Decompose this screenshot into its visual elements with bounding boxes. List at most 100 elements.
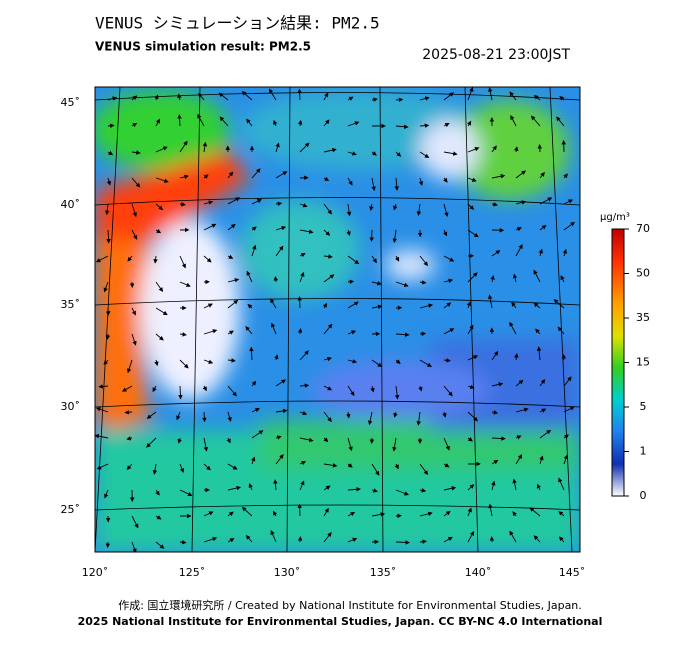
- wind-arrow: [443, 536, 453, 543]
- wind-arrow: [443, 177, 448, 183]
- wind-arrow: [467, 437, 473, 442]
- wind-arrow: [371, 281, 382, 286]
- wind-arrow: [179, 174, 189, 180]
- wind-arrow: [155, 146, 168, 153]
- lat-label: 40˚: [61, 198, 81, 211]
- wind-arrow: [536, 346, 542, 361]
- wind-arrow: [299, 461, 307, 466]
- wind-arrow: [272, 510, 278, 517]
- wind-arrow: [393, 411, 398, 418]
- wind-arrow: [347, 177, 353, 186]
- wind-arrow: [539, 429, 552, 439]
- wind-arrow: [247, 303, 253, 309]
- wind-arrow: [443, 229, 448, 237]
- wind-arrow: [241, 90, 253, 101]
- wind-arrow: [323, 411, 332, 423]
- wind-arrow: [299, 350, 309, 361]
- wind-arrow: [227, 254, 234, 259]
- wind-arrow: [299, 410, 308, 416]
- wind-arrow: [371, 304, 383, 310]
- wind-arrow: [487, 294, 493, 309]
- wind-arrow: [227, 358, 236, 363]
- wind-arrow: [491, 459, 499, 465]
- wind-arrow: [203, 200, 214, 205]
- lon-labels: 120˚ 125˚ 130˚ 135˚ 140˚ 145˚: [82, 566, 586, 579]
- wind-arrow: [203, 174, 209, 179]
- wind-arrow: [219, 116, 229, 127]
- colorbar-tick-label: 0: [640, 489, 647, 502]
- colorbar-tick-label: 1: [640, 445, 647, 458]
- wind-arrow: [197, 113, 205, 127]
- credit: 作成: 国立環境研究所 / Created by National Instit…: [118, 598, 582, 612]
- wind-arrow: [394, 463, 399, 470]
- colorbar-tick-label: 5: [640, 400, 647, 413]
- lon-label: 120˚: [82, 566, 109, 579]
- wind-vectors: [95, 87, 575, 552]
- wind-arrow: [152, 463, 158, 475]
- wind-arrow: [299, 229, 314, 234]
- wind-arrow: [323, 92, 329, 101]
- wind-arrow: [419, 463, 429, 476]
- wind-arrow: [202, 411, 207, 423]
- wind-arrow: [227, 171, 234, 179]
- wind-arrow: [107, 123, 115, 129]
- wind-arrow: [323, 532, 332, 543]
- wind-arrow: [418, 177, 424, 186]
- wind-arrow: [251, 380, 257, 387]
- wind-arrow: [515, 379, 524, 387]
- wind-arrow: [533, 535, 541, 543]
- wind-arrow: [202, 141, 208, 153]
- wind-arrow: [488, 87, 493, 101]
- wind-arrow: [563, 173, 568, 179]
- wind-arrow: [467, 229, 479, 238]
- wind-arrow: [467, 87, 474, 101]
- wind-arrow: [371, 512, 386, 517]
- wind-arrow: [131, 122, 138, 128]
- wind-arrow: [103, 281, 109, 293]
- lat-label: 30˚: [61, 400, 81, 413]
- wind-arrow: [299, 480, 305, 491]
- wind-arrow: [227, 485, 242, 491]
- wind-arrow: [241, 506, 253, 517]
- wind-arrow: [563, 376, 572, 387]
- wind-arrow: [251, 168, 261, 179]
- wind-arrow: [371, 151, 377, 156]
- wind-arrow: [419, 123, 430, 128]
- map-frame: [94, 86, 581, 553]
- wind-arrow: [539, 408, 547, 413]
- colorbar: [611, 228, 625, 497]
- wind-arrow: [275, 201, 283, 206]
- wind-arrow: [558, 536, 565, 543]
- wind-arrow: [371, 97, 378, 102]
- wind-arrow: [126, 463, 133, 471]
- wind-arrow: [419, 488, 427, 493]
- wind-arrow: [466, 120, 472, 127]
- wind-arrow: [509, 321, 517, 335]
- wind-arrow: [106, 177, 112, 186]
- wind-arrow: [491, 382, 504, 387]
- wind-arrow: [562, 248, 567, 257]
- wind-arrow: [155, 307, 168, 316]
- wind-arrow: [155, 333, 164, 341]
- wind-arrow: [347, 463, 353, 468]
- wind-arrow: [178, 385, 183, 400]
- wind-arrow: [155, 203, 164, 211]
- wind-arrow: [419, 151, 430, 159]
- lon-label: 130˚: [274, 566, 301, 579]
- wind-arrow: [227, 463, 238, 470]
- wind-arrow: [248, 483, 253, 491]
- wind-arrow: [323, 437, 329, 443]
- wind-arrow: [251, 430, 264, 439]
- wind-arrow: [467, 147, 480, 153]
- wind-arrow: [121, 385, 133, 392]
- wind-arrow: [218, 92, 229, 101]
- wind-arrow: [131, 515, 139, 529]
- wind-arrow: [515, 407, 529, 413]
- wind-arrow: [563, 221, 575, 231]
- wind-arrow: [515, 244, 523, 257]
- wind-arrow: [275, 408, 288, 414]
- wind-arrow: [154, 94, 159, 101]
- wind-arrow: [467, 203, 475, 210]
- wind-arrow: [347, 301, 359, 309]
- wind-arrow: [227, 330, 234, 335]
